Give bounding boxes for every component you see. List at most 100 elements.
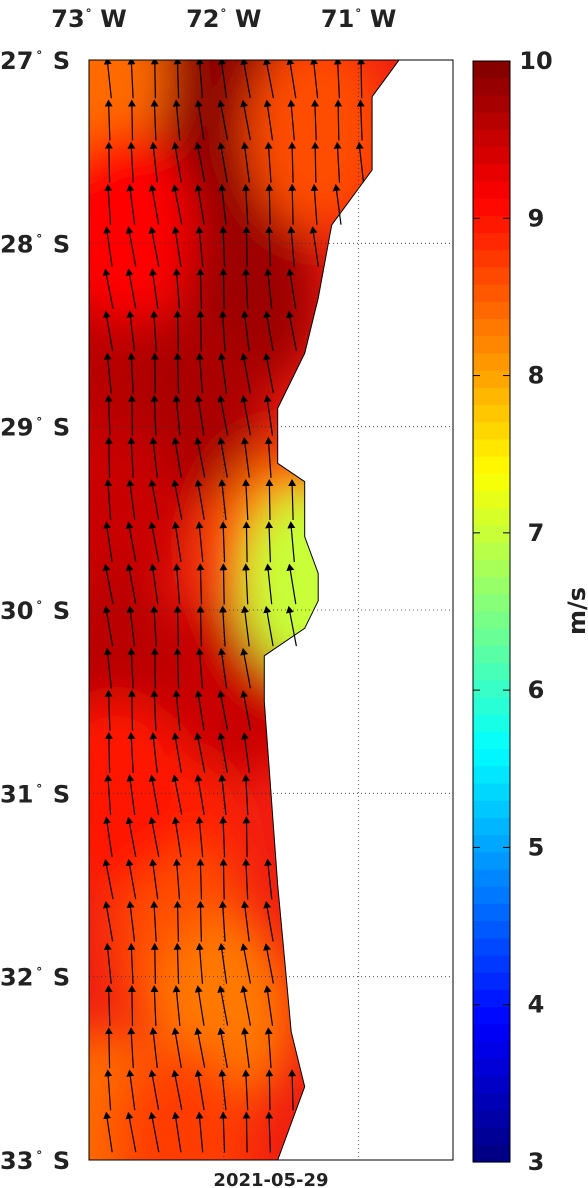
colorbar-band	[473, 1058, 510, 1077]
colorbar-band	[473, 439, 510, 458]
wind-vector	[288, 1069, 297, 1111]
wind-vector	[102, 858, 114, 900]
colorbar-band	[473, 921, 510, 939]
colorbar-band	[473, 319, 510, 337]
colorbar-band	[473, 370, 510, 389]
colorbar-band	[473, 731, 510, 750]
latitude-axis-labels: 27 ∘ S 28 ∘ S 29 ∘ S 30 ∘ S 31 ∘ S 32 ∘ S 33 ∘ S	[0, 45, 70, 1175]
colorbar-band	[473, 387, 510, 406]
colorbar-band	[473, 835, 510, 853]
wind-vector	[241, 310, 250, 352]
wind-vector	[263, 352, 274, 394]
wind-vector	[195, 226, 204, 267]
wind-vector	[171, 1069, 183, 1111]
wind-vector	[196, 268, 205, 310]
wind-vector	[171, 774, 183, 815]
wind-vector	[218, 310, 227, 352]
wind-vector	[217, 437, 228, 478]
wind-vector	[242, 268, 251, 310]
colorbar-tick-label: 6	[528, 676, 545, 704]
colorbar: 3 4 5 6 7 8 9 10 m/s	[472, 47, 588, 1176]
wind-vector	[219, 816, 228, 858]
wind-vector	[288, 183, 297, 225]
wind-vector	[126, 479, 136, 520]
wind-vector	[264, 858, 273, 900]
wind-vector	[149, 563, 159, 605]
wind-vector	[217, 352, 228, 394]
wind-vector	[148, 816, 160, 858]
wind-vector	[217, 60, 228, 99]
colorbar-band	[473, 1075, 510, 1094]
wind-vector	[240, 985, 251, 1026]
speed-cell	[113, 1046, 254, 1160]
wind-vector	[172, 858, 181, 900]
colorbar-band	[473, 336, 510, 355]
wind-vector	[219, 521, 228, 563]
wind-vector	[102, 901, 114, 942]
wind-vector	[127, 394, 136, 436]
wind-vector	[173, 605, 182, 647]
wind-vector	[171, 1111, 182, 1153]
wind-vector	[264, 268, 273, 310]
colorbar-band	[473, 645, 510, 664]
wind-vector	[103, 1111, 113, 1153]
wind-vector	[171, 226, 182, 267]
wind-vector	[265, 183, 274, 225]
wind-vector	[240, 395, 251, 436]
wind-vector	[263, 99, 274, 141]
wind-vector	[149, 1027, 158, 1069]
wind-vector	[171, 732, 182, 773]
wind-vector	[309, 226, 319, 267]
wind-vector	[195, 352, 204, 394]
colorbar-band	[473, 147, 510, 165]
wind-vector	[265, 479, 274, 521]
colorbar-band	[473, 233, 510, 251]
colorbar-band	[473, 95, 510, 114]
wind-vector	[150, 310, 159, 352]
wind-vector	[150, 605, 159, 647]
wind-vector	[126, 774, 136, 816]
colorbar-band	[473, 422, 510, 441]
wind-vector	[196, 310, 205, 352]
wind-vector	[242, 226, 251, 268]
wind-vector	[242, 816, 251, 858]
wind-vector	[103, 521, 113, 563]
wind-vector	[150, 942, 159, 984]
wind-vector	[194, 774, 205, 815]
colorbar-band	[473, 1127, 510, 1146]
wind-vector	[194, 985, 205, 1026]
wind-vector	[148, 1111, 160, 1153]
colorbar-tick-label: 7	[528, 519, 545, 547]
wind-vector	[288, 141, 297, 183]
wind-vector	[286, 605, 297, 647]
wind-vector	[150, 60, 159, 99]
wind-vector	[287, 521, 296, 563]
map-plot-area	[88, 59, 454, 1161]
wind-vector	[241, 605, 250, 647]
wind-vector	[194, 690, 205, 731]
wind-vector	[218, 479, 227, 520]
wind-vector	[171, 479, 183, 520]
colorbar-band	[473, 817, 510, 836]
wind-vector	[104, 141, 113, 183]
map-frame	[88, 59, 454, 1161]
wind-vector	[288, 479, 297, 521]
colorbar-tick-label: 3	[528, 1148, 545, 1176]
wind-vector	[127, 141, 136, 183]
colorbar-band	[473, 112, 510, 131]
wind-vector	[172, 563, 181, 605]
wind-vector	[242, 1069, 250, 1111]
wind-vector	[150, 394, 159, 436]
wind-vector	[264, 436, 273, 478]
wind-vector	[150, 985, 159, 1027]
wind-vector	[173, 647, 182, 689]
wind-vector	[242, 563, 251, 605]
wind-vector	[217, 99, 229, 141]
wind-vector	[242, 858, 251, 900]
wind-vector	[310, 183, 319, 225]
colorbar-band	[473, 129, 510, 148]
wind-vector	[195, 647, 204, 689]
wind-vector	[194, 99, 205, 141]
speed-cell	[89, 130, 193, 320]
wind-vector	[263, 943, 274, 984]
